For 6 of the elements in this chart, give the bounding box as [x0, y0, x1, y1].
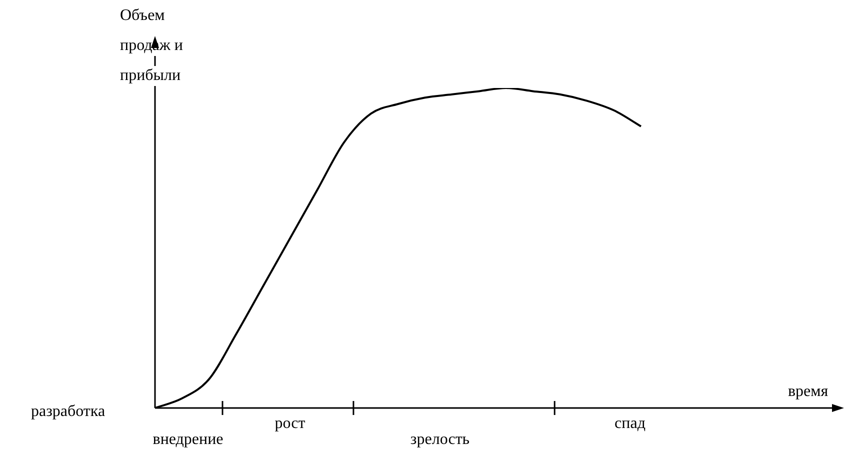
text: разработка — [30, 403, 106, 420]
text: зрелость — [410, 431, 470, 448]
text: рост — [274, 415, 306, 432]
text: спад — [614, 415, 646, 432]
x-axis-title: время — [788, 383, 829, 400]
text: внедрение — [152, 431, 224, 448]
